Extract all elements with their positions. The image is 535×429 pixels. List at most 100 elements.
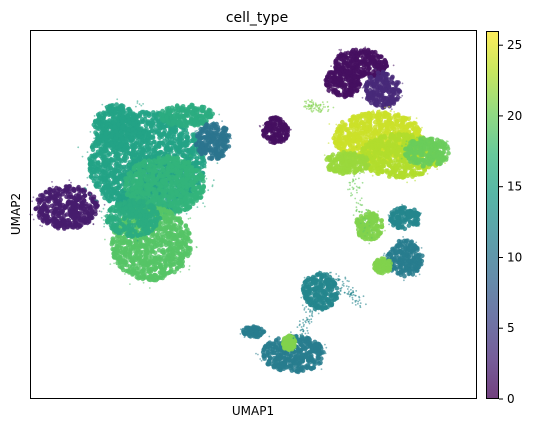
point <box>61 206 67 211</box>
point <box>98 172 104 178</box>
point <box>133 257 139 263</box>
point <box>100 191 106 196</box>
point <box>117 220 122 226</box>
point <box>60 209 65 215</box>
point <box>168 164 174 169</box>
point <box>152 130 157 135</box>
point <box>102 170 108 176</box>
point <box>204 166 207 169</box>
point <box>155 195 161 201</box>
point <box>68 209 73 215</box>
point <box>141 170 146 175</box>
point <box>153 144 159 149</box>
point <box>129 212 135 217</box>
cluster-8 <box>258 115 292 146</box>
point <box>149 182 154 188</box>
point <box>183 147 189 153</box>
point <box>145 120 150 125</box>
point <box>103 225 105 228</box>
point <box>192 192 198 197</box>
point <box>131 261 136 267</box>
point <box>82 212 87 218</box>
point <box>89 131 92 133</box>
point <box>211 184 214 187</box>
point <box>202 202 205 205</box>
point <box>169 125 171 128</box>
point <box>170 119 176 124</box>
point <box>175 216 181 221</box>
point <box>138 190 143 195</box>
point <box>124 131 130 136</box>
point <box>125 148 130 154</box>
point <box>36 213 42 218</box>
point <box>57 192 62 197</box>
point <box>194 110 200 116</box>
point <box>111 251 116 256</box>
point <box>143 255 148 261</box>
point <box>194 167 199 173</box>
point <box>53 198 59 203</box>
point <box>167 262 173 268</box>
point <box>283 141 286 143</box>
point <box>136 239 139 242</box>
point <box>123 246 129 252</box>
point <box>130 179 136 184</box>
point <box>167 246 173 251</box>
point <box>146 145 151 151</box>
point <box>180 123 185 129</box>
point <box>169 105 175 110</box>
point <box>183 127 189 133</box>
point <box>103 222 106 225</box>
point <box>131 121 136 127</box>
point <box>226 134 231 140</box>
point <box>51 181 53 183</box>
point <box>166 194 171 200</box>
point <box>195 246 198 248</box>
point <box>91 141 94 143</box>
point <box>158 140 164 146</box>
point <box>168 134 174 139</box>
point <box>221 132 226 138</box>
point <box>119 249 125 255</box>
point <box>164 255 170 261</box>
point <box>181 181 186 186</box>
point <box>203 205 206 208</box>
point <box>70 215 76 221</box>
point <box>53 206 59 212</box>
point <box>157 132 163 138</box>
point <box>117 111 122 117</box>
point <box>262 124 265 127</box>
point <box>158 150 160 152</box>
point <box>278 120 283 125</box>
point <box>272 140 277 146</box>
point <box>65 224 70 230</box>
point <box>178 226 183 231</box>
point <box>127 198 132 204</box>
point <box>105 195 110 200</box>
point <box>151 205 157 210</box>
point <box>150 176 156 182</box>
scatter-points <box>29 46 451 375</box>
point <box>135 105 137 108</box>
point <box>131 244 137 249</box>
point <box>69 202 75 207</box>
point <box>163 156 169 161</box>
point <box>218 136 223 141</box>
point <box>116 98 119 101</box>
point <box>136 200 142 205</box>
point <box>192 154 197 160</box>
point <box>78 189 84 194</box>
point <box>141 130 146 135</box>
point <box>169 149 174 154</box>
point <box>148 239 154 244</box>
point <box>48 192 53 198</box>
point <box>154 209 159 215</box>
point <box>187 160 192 165</box>
point <box>114 187 117 190</box>
point <box>32 218 35 221</box>
point <box>110 143 116 148</box>
point <box>39 224 42 227</box>
point <box>167 111 173 117</box>
point <box>173 129 179 134</box>
point <box>179 270 182 273</box>
